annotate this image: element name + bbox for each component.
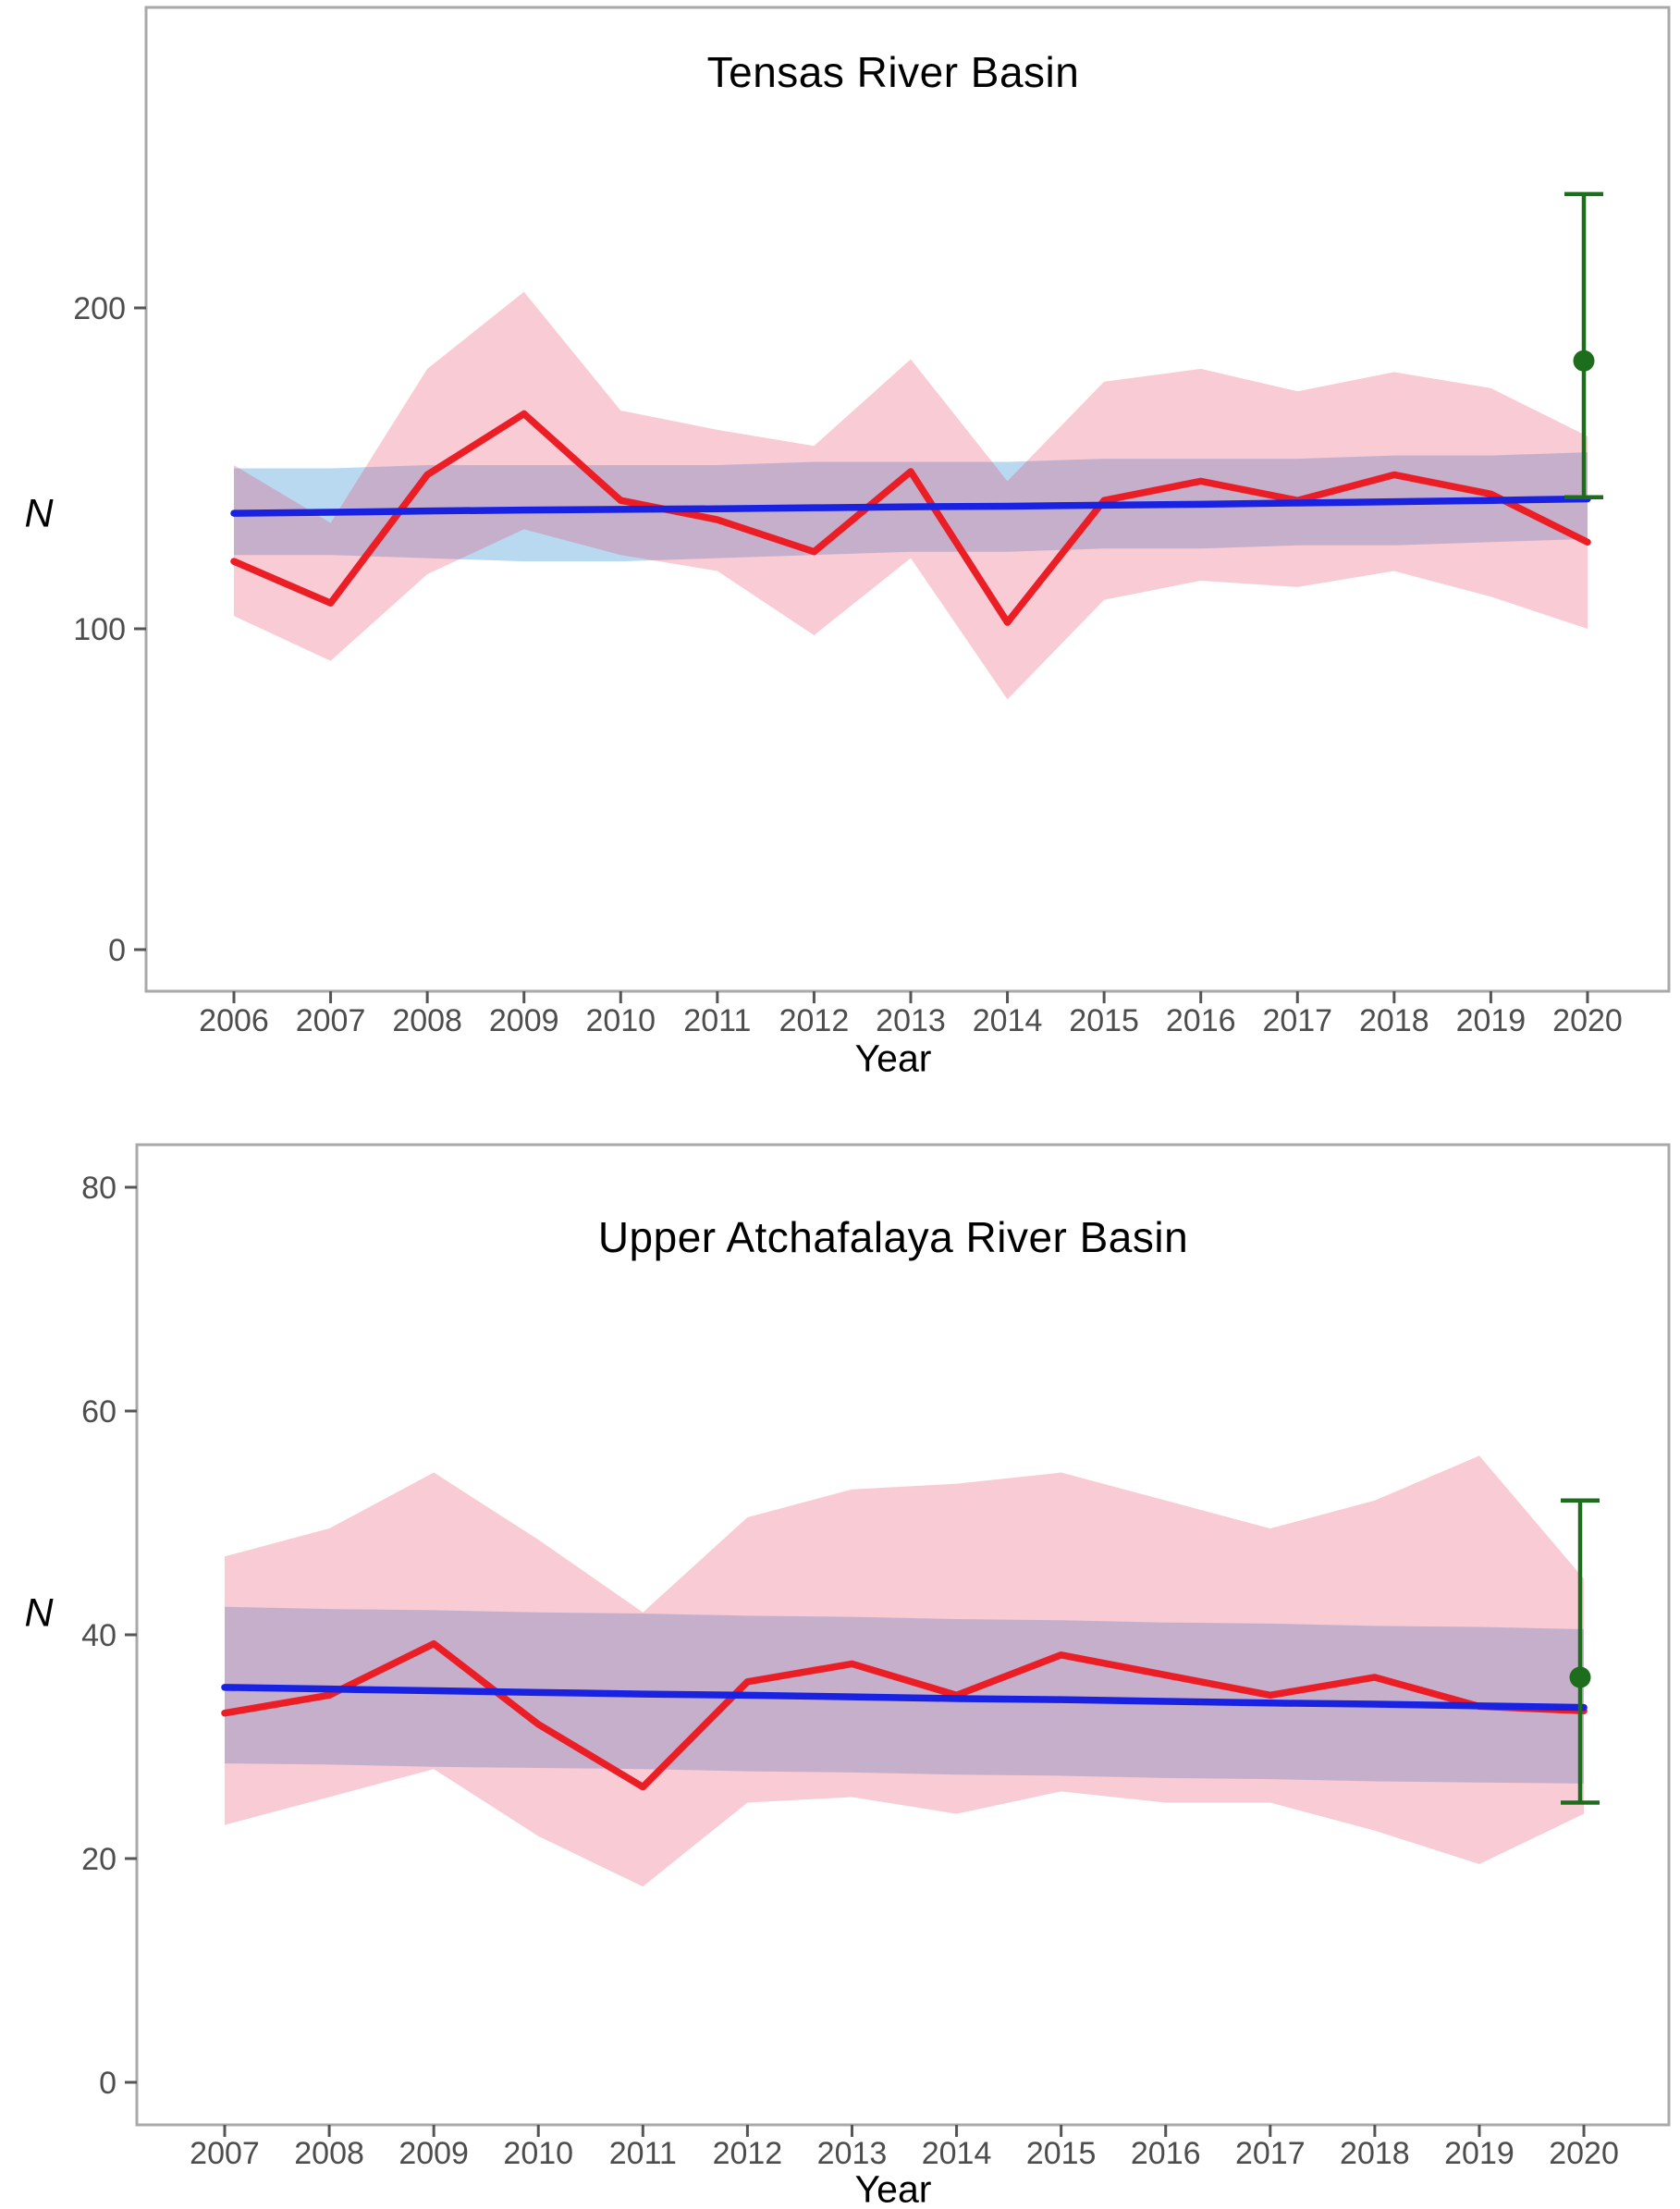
chart1-observed-ci-band — [234, 291, 1588, 700]
chart1-x-tick-label: 2017 — [1262, 1003, 1332, 1038]
chart2-x-tick-label: 2009 — [399, 2136, 469, 2171]
chart1-x-tick-label: 2010 — [585, 1003, 656, 1038]
chart2-observed-estimate-line — [221, 1639, 1588, 1791]
chart1-x-tick-label: 2006 — [199, 1003, 269, 1038]
chart1-y-tick-label: 200 — [73, 291, 126, 326]
chart2-x-tick-label: 2008 — [294, 2136, 364, 2171]
chart2-title: Upper Atchafalaya River Basin — [597, 1213, 1189, 1261]
chart1-x-tick-label: 2020 — [1552, 1003, 1623, 1038]
chart2-x-axis-title: Year — [854, 2167, 932, 2209]
chart1-x-tick-label: 2018 — [1359, 1003, 1429, 1038]
chart1-y-tick-label: 0 — [108, 933, 126, 968]
chart2-x-tick-label: 2010 — [503, 2136, 573, 2171]
chart2-y-tick-label: 40 — [81, 1618, 116, 1653]
chart1-y-tick-label: 100 — [73, 612, 126, 647]
chart1-point-estimate-dot — [1573, 350, 1595, 372]
chart2-x-tick-label: 2019 — [1444, 2136, 1514, 2171]
chart2-y-tick-label: 20 — [81, 1842, 116, 1877]
chart1-trend-line — [230, 495, 1591, 517]
chart2-x-tick-label: 2015 — [1026, 2136, 1097, 2171]
chart2-y-tick-label: 80 — [81, 1171, 116, 1206]
chart1-x-tick-label: 2009 — [489, 1003, 559, 1038]
chart2-x-tick-label: 2012 — [713, 2136, 783, 2171]
chart1-panel-border — [144, 6, 1671, 993]
chart1-x-tick-label: 2013 — [876, 1003, 946, 1038]
chart2-x-tick-label: 2014 — [922, 2136, 992, 2171]
chart1-title: Tensas River Basin — [706, 48, 1080, 96]
chart1-observed-estimate-line — [230, 410, 1591, 626]
chart1-x-tick-label: 2008 — [392, 1003, 462, 1038]
chart2-x-tick-label: 2018 — [1340, 2136, 1410, 2171]
chart2-x-tick-label: 2016 — [1131, 2136, 1201, 2171]
chart2-x-tick-label: 2013 — [817, 2136, 888, 2171]
chart1-x-tick-label: 2012 — [779, 1003, 850, 1038]
chart2-x-tick-label: 2017 — [1235, 2136, 1306, 2171]
chart1-x-axis-title: Year — [854, 1037, 932, 1080]
chart1-x-tick-label: 2011 — [683, 1003, 751, 1038]
chart2-point-estimate-dot — [1569, 1666, 1591, 1688]
chart2-y-axis-title: N — [24, 1590, 54, 1636]
chart2-trend-line — [221, 1684, 1588, 1712]
chart2-x-tick-label: 2007 — [190, 2136, 260, 2171]
chart2-y-tick-label: 60 — [81, 1394, 116, 1430]
chart1-x-tick-label: 2014 — [973, 1003, 1043, 1038]
chart2-x-tick-label: 2020 — [1549, 2136, 1619, 2171]
chart1-x-tick-label: 2019 — [1456, 1003, 1527, 1038]
chart1-x-tick-label: 2015 — [1069, 1003, 1139, 1038]
chart1-y-axis-title: N — [24, 491, 54, 536]
chart2-y-tick-label: 0 — [99, 2066, 116, 2101]
chart2-x-tick-label: 2011 — [609, 2136, 677, 2171]
chart1-x-tick-label: 2007 — [296, 1003, 366, 1038]
chart2-observed-ci-band — [225, 1455, 1585, 1887]
chart1-x-tick-label: 2016 — [1166, 1003, 1236, 1038]
